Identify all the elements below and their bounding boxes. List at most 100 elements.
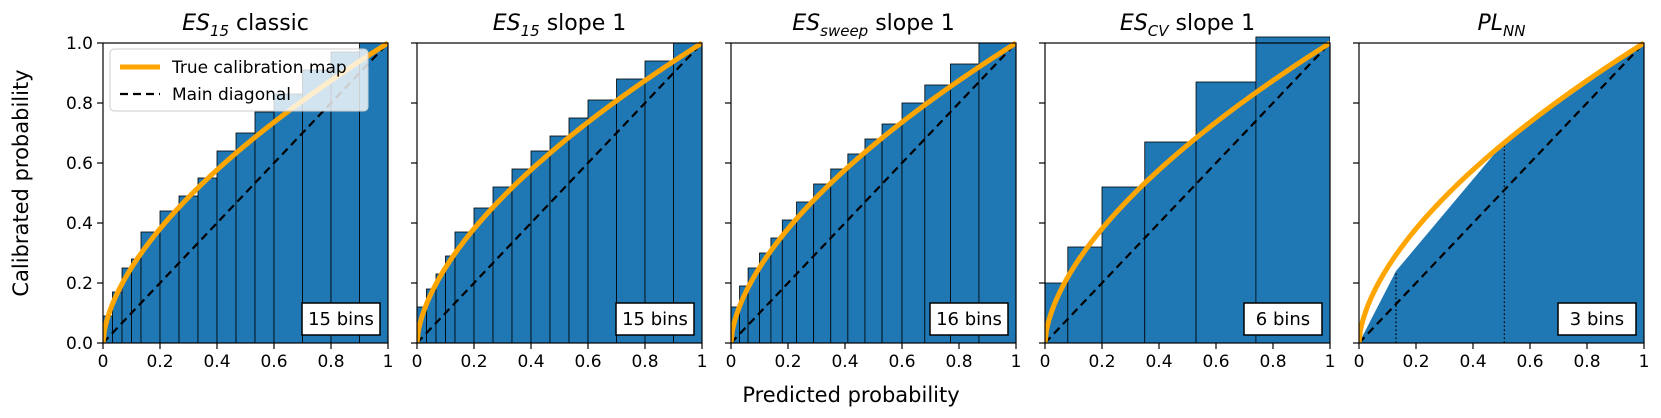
bins-label-box: [929, 302, 1009, 336]
bins-label: 15 bins: [622, 309, 688, 330]
bar: [616, 78, 646, 343]
bar: [864, 138, 883, 343]
bins-label: 16 bins: [936, 309, 1002, 330]
bar: [847, 153, 866, 343]
axes-frame: [102, 42, 389, 344]
true-calibration-curve: [417, 40, 702, 343]
plot-area: [731, 40, 1016, 343]
x-tick-label: 1: [383, 352, 394, 372]
panel-title: ESCV slope 1: [1120, 11, 1255, 40]
bar: [1144, 141, 1197, 343]
x-tick-label: 1: [1639, 352, 1650, 372]
y-tick-label: 0.8: [66, 94, 93, 114]
bins-label-box: [615, 302, 695, 336]
x-tick-label: 0.4: [831, 352, 858, 372]
y-tick-label: 0.6: [66, 154, 93, 174]
y-tick-label: 0.0: [66, 334, 93, 354]
bar: [178, 195, 199, 343]
main-diagonal: [1359, 42, 1644, 343]
legend: True calibration map Main diagonal: [109, 48, 369, 112]
panel-title: ESsweep slope 1: [792, 11, 954, 40]
axes-frame: [1044, 42, 1331, 344]
bar: [1067, 246, 1103, 343]
bar: [549, 135, 570, 343]
x-tick-label: 0: [412, 352, 423, 372]
x-tick-label: 0.8: [1573, 352, 1600, 372]
plot-area: [1359, 40, 1644, 343]
bins-label-box: [1557, 302, 1637, 336]
x-tick-label: 0: [98, 352, 109, 372]
x-tick-label: 0.6: [1202, 352, 1229, 372]
bar: [254, 111, 275, 343]
x-tick-label: 0.8: [631, 352, 658, 372]
main-diagonal: [731, 42, 1016, 343]
axes-frame: [730, 42, 1017, 344]
y-tick-label: 0.2: [66, 274, 93, 294]
bar: [273, 93, 303, 343]
x-tick-label: 0.8: [1259, 352, 1286, 372]
panel-title: ES15 classic: [182, 11, 309, 40]
true-calibration-curve: [731, 40, 1016, 343]
panel-3: 0 0.2 0.4 0.6 0.8 1 ESsweep slope 1 16 bins: [725, 11, 1021, 372]
bar: [901, 102, 926, 343]
legend-entry-label: True calibration map: [171, 58, 347, 78]
panels-group: 0 0.2 0.4 0.6 0.8 1 0.0 0.2 0.4 0.6 0.8 1.0 ES15 cla…: [66, 11, 1649, 372]
main-diagonal: [417, 42, 702, 343]
y-tick-label: 1.0: [66, 34, 93, 54]
axes-frame: [416, 42, 703, 344]
x-tick-label: 0: [726, 352, 737, 372]
figure-xlabel: Predicted probability: [742, 383, 959, 407]
bar: [881, 123, 903, 343]
x-tick-label: 0.8: [317, 352, 344, 372]
bar: [302, 69, 332, 343]
bins-label: 6 bins: [1256, 309, 1310, 330]
bar: [159, 210, 180, 343]
bar: [924, 84, 951, 343]
bar: [568, 117, 589, 343]
bar: [235, 132, 256, 343]
legend-box: [109, 48, 369, 112]
bar: [644, 60, 674, 343]
panel-4: 0 0.2 0.4 0.6 0.8 1 ESCV slope 1 6 bins: [1039, 11, 1335, 372]
x-tick-label: 0.4: [203, 352, 230, 372]
bar: [1255, 36, 1330, 343]
plot-area: [417, 40, 702, 343]
x-tick-label: 1: [1011, 352, 1022, 372]
x-tick-label: 0.2: [1402, 352, 1429, 372]
bar: [1101, 186, 1146, 343]
legend-entry-label: Main diagonal: [172, 85, 291, 105]
x-tick-label: 0.4: [1145, 352, 1172, 372]
bar: [492, 186, 513, 343]
panel-title: PLNN: [1478, 11, 1526, 40]
bar: [359, 42, 388, 343]
x-tick-label: 0.8: [945, 352, 972, 372]
main-diagonal: [1045, 42, 1330, 343]
x-tick-label: 0.6: [574, 352, 601, 372]
x-tick-label: 0.4: [517, 352, 544, 372]
bar: [978, 42, 1016, 343]
x-tick-label: 0.2: [774, 352, 801, 372]
bar: [830, 168, 849, 343]
true-calibration-curve: [1045, 40, 1330, 343]
bins-label: 15 bins: [308, 309, 374, 330]
plot-area: [1045, 36, 1330, 343]
x-tick-label: 1: [1325, 352, 1336, 372]
bar: [673, 42, 702, 343]
x-tick-label: 0: [1040, 352, 1051, 372]
x-tick-label: 0.2: [460, 352, 487, 372]
bins-label: 3 bins: [1570, 309, 1624, 330]
axes-frame: [1358, 42, 1645, 344]
panel-2: 0 0.2 0.4 0.6 0.8 1 ES15 slope 1 15 bins: [411, 11, 707, 372]
bar: [530, 150, 551, 343]
bar: [216, 150, 237, 343]
true-calibration-curve: [1359, 40, 1644, 343]
bins-label-box: [301, 302, 381, 336]
bar: [131, 258, 142, 343]
x-tick-label: 0: [1354, 352, 1365, 372]
bins-label-box: [1243, 302, 1323, 336]
figure-ylabel: Calibrated probability: [9, 69, 33, 296]
panel-title: ES15 slope 1: [493, 11, 627, 40]
pl-fill: [1359, 43, 1644, 343]
x-tick-label: 0.2: [1088, 352, 1115, 372]
